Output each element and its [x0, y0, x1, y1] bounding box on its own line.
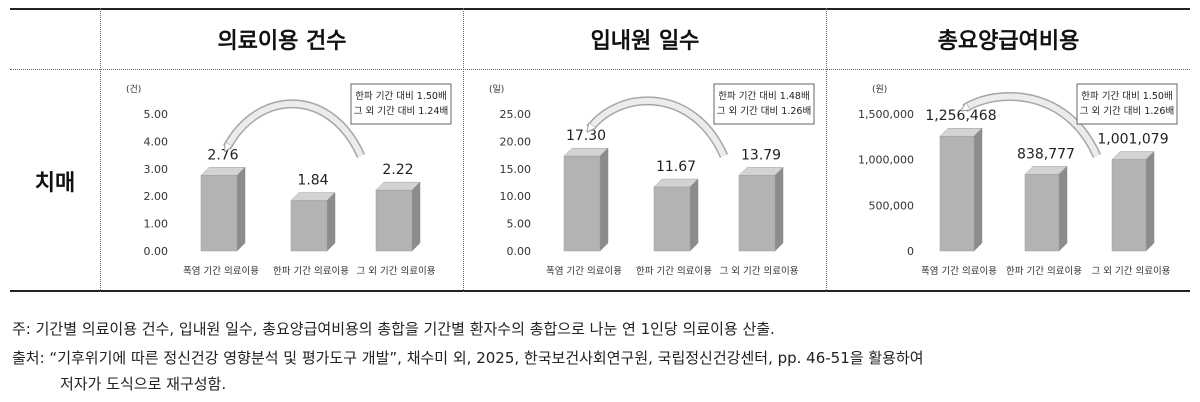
bar-value-label: 838,777: [1017, 146, 1075, 162]
bar-side: [599, 147, 609, 252]
y-tick-label: 2.00: [144, 190, 169, 203]
column-divider-1: [100, 8, 101, 292]
y-tick-label: 0: [907, 245, 914, 258]
bar-value-label: 11.67: [656, 159, 696, 175]
comparison-table: 의료이용 건수 입내원 일수 총요양급여비용 치매 (건) 0.00 1.00 2.0…: [10, 8, 1190, 292]
bar: [1111, 159, 1147, 252]
x-category-label: 그 외 기간 의료이용: [357, 265, 436, 277]
y-tick-label: 5.00: [507, 218, 532, 231]
annotation-box: [713, 83, 815, 125]
annotation-text: 그 외 기간 대비 1.26배: [1080, 105, 1174, 117]
chart-days-svg: (일) 0.00 5.00 10.00 15.00 20.00 25.00 17.30 폭염 기…: [489, 83, 815, 277]
y-tick-label: 20.00: [500, 135, 532, 148]
table-bottom-border: [10, 290, 1190, 292]
y-tick-label: 0.00: [144, 245, 169, 258]
bar-value-label: 17.30: [566, 128, 606, 144]
x-category-label: 한파 기간 의료이용: [1006, 266, 1082, 277]
column-divider-2: [463, 8, 464, 292]
x-category-label: 폭염 기간 의료이용: [921, 266, 997, 277]
table-top-border: [10, 8, 1190, 10]
annotation-box: [1076, 83, 1178, 125]
axis-unit-label: (원): [872, 84, 887, 95]
axis-unit-label: (일): [489, 84, 504, 95]
axis-unit-label: (건): [126, 84, 141, 95]
curved-arrow-inner: [227, 100, 364, 158]
bar-value-label: 1.84: [297, 173, 328, 189]
curved-arrow-inner: [965, 93, 1100, 158]
y-tick-label: 15.00: [500, 163, 532, 176]
bar-side: [1058, 165, 1068, 252]
bar: [939, 135, 975, 252]
header-visits: 의료이용 건수: [217, 29, 347, 54]
bar-value-label: 2.76: [207, 147, 238, 163]
bar-side: [411, 181, 421, 252]
bar: [375, 189, 413, 252]
annotation-text: 한파 기간 대비 1.50배: [355, 91, 446, 102]
x-category-label: 한파 기간 의료이용: [636, 266, 712, 277]
curved-arrow: [223, 99, 366, 158]
bar-side: [326, 191, 336, 252]
bar: [738, 175, 776, 252]
y-tick-label: 10.00: [500, 190, 532, 203]
y-tick-label: 25.00: [500, 108, 532, 121]
x-category-label: 폭염 기간 의료이용: [546, 266, 622, 277]
header-divider: [10, 69, 1190, 70]
bar-value-label: 2.22: [382, 162, 413, 178]
bar-value-label: 1,001,079: [1097, 132, 1168, 148]
y-tick-label: 4.00: [144, 135, 169, 148]
bar-side: [236, 166, 246, 252]
bar: [653, 186, 691, 252]
source-note-continued: 저자가 도식으로 재구성함.: [60, 375, 227, 393]
x-category-label: 폭염 기간 의료이용: [183, 266, 259, 277]
bar: [563, 155, 601, 252]
y-tick-label: 3.00: [144, 163, 169, 176]
x-category-label: 그 외 기간 의료이용: [1092, 265, 1171, 277]
row-label-dementia: 치매: [34, 171, 76, 196]
bar-side: [973, 127, 983, 252]
header-cost: 총요양급여비용: [937, 29, 1080, 54]
footnote: 주: 기간별 의료이용 건수, 입내원 일수, 총요양급여비용의 총합을 기간별…: [12, 320, 775, 338]
y-tick-label: 1,500,000: [858, 108, 914, 121]
source-note: 출처: “기후위기에 따른 정신건강 영향분석 및 평가도구 개발”, 채수미 …: [12, 349, 924, 367]
annotation-text: 한파 기간 대비 1.50배: [1081, 91, 1172, 102]
chart-days: (일) 0.00 5.00 10.00 15.00 20.00 25.00 17.30 폭염 기…: [469, 78, 824, 288]
header-days: 입내원 일수: [590, 29, 700, 54]
bar-value-label: 1,256,468: [925, 108, 996, 124]
bar-side: [689, 178, 699, 252]
annotation-box: [350, 83, 452, 125]
chart-cost: (원) 0 500,000 1,000,000 1,500,000 1,256,468 폭염…: [832, 78, 1187, 288]
annotation-text: 그 외 기간 대비 1.24배: [354, 105, 448, 117]
y-tick-label: 5.00: [144, 108, 169, 121]
annotation-text: 한파 기간 대비 1.48배: [718, 91, 809, 102]
column-divider-3: [826, 8, 827, 292]
bar-side: [774, 166, 784, 252]
chart-visits: (건) 0.00 1.00 2.00 3.00 4.00 5.00 2.76 폭염 기간 의료이…: [106, 78, 461, 288]
bar: [1024, 174, 1060, 252]
bar-side: [1145, 150, 1155, 252]
bar-value-label: 13.79: [741, 147, 781, 163]
x-category-label: 한파 기간 의료이용: [273, 266, 349, 277]
bar: [200, 175, 238, 252]
curved-arrow-inner: [590, 98, 727, 158]
annotation-text: 그 외 기간 대비 1.26배: [717, 105, 811, 117]
x-category-label: 그 외 기간 의료이용: [720, 265, 799, 277]
y-tick-label: 1,000,000: [858, 154, 914, 167]
chart-cost-svg: (원) 0 500,000 1,000,000 1,500,000 1,256,468 폭염…: [858, 83, 1178, 277]
y-tick-label: 0.00: [507, 245, 532, 258]
y-tick-label: 1.00: [144, 218, 169, 231]
bar: [290, 200, 328, 252]
chart-visits-svg: (건) 0.00 1.00 2.00 3.00 4.00 5.00 2.76 폭염 기간 의료이…: [126, 83, 452, 277]
y-tick-label: 500,000: [869, 199, 915, 212]
